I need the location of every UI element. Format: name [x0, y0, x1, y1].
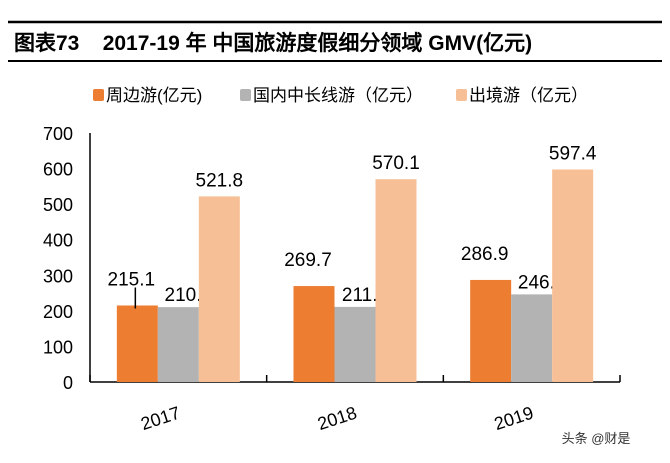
bar-2019-1 — [511, 294, 553, 382]
plot-area: 0100200300400500600700215.1210.5521.8201… — [43, 124, 621, 434]
y-tick-label: 100 — [43, 337, 73, 357]
x-tick-label: 2019 — [492, 403, 536, 434]
bar-2017-1 — [157, 307, 199, 382]
x-tick-label: 2017 — [138, 403, 182, 434]
legend-label-1: 国内中长线游（亿元） — [253, 86, 423, 105]
watermark: 头条 @财是 — [562, 431, 631, 446]
bar-2019-2 — [552, 169, 594, 382]
data-label: 269.7 — [284, 250, 332, 271]
bar-2018-0 — [293, 286, 335, 382]
bar-2019-0 — [470, 279, 512, 382]
y-tick-label: 400 — [43, 231, 73, 251]
data-label: 286.9 — [461, 244, 509, 265]
legend-swatch-1 — [240, 89, 251, 101]
y-tick-label: 300 — [43, 266, 73, 286]
y-tick-label: 700 — [43, 124, 73, 144]
y-tick-label: 0 — [63, 373, 73, 393]
legend-swatch-0 — [93, 89, 104, 101]
data-label: 521.8 — [196, 170, 244, 191]
legend-swatch-2 — [456, 89, 467, 101]
data-label: 597.4 — [549, 143, 597, 164]
data-label: 570.1 — [372, 153, 420, 174]
chart-title: 图表73 2017-19 年 中国旅游度假细分领域 GMV(亿元) — [14, 31, 532, 55]
y-tick-label: 200 — [43, 302, 73, 322]
bar-2017-0 — [116, 305, 158, 382]
legend-label-0: 周边游(亿元) — [106, 86, 202, 105]
data-label: 215.1 — [108, 269, 156, 290]
x-tick-label: 2018 — [315, 403, 359, 434]
bar-2018-1 — [334, 306, 376, 382]
y-tick-label: 600 — [43, 160, 73, 180]
y-tick-label: 500 — [43, 195, 73, 215]
legend: 周边游(亿元) 国内中长线游（亿元） 出境游（亿元） — [93, 86, 588, 105]
bar-2017-2 — [198, 196, 240, 382]
legend-label-2: 出境游（亿元） — [469, 86, 588, 105]
bar-2018-2 — [375, 179, 417, 382]
